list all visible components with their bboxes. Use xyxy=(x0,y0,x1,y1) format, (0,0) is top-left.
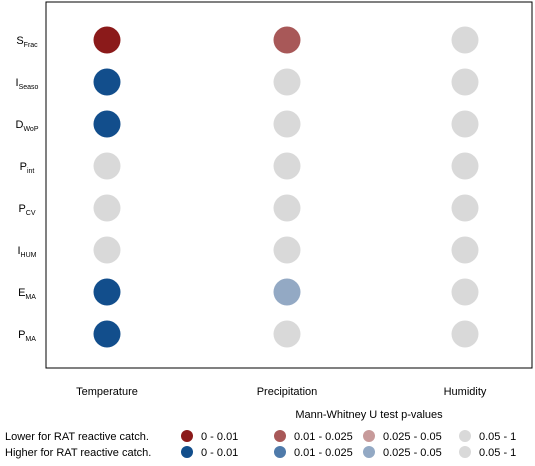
y-tick-sub: int xyxy=(27,168,34,175)
legend-item-label: 0.01 - 0.025 xyxy=(294,447,353,459)
dot-humidity-row-5 xyxy=(451,194,479,222)
y-tick-sub: MA xyxy=(25,294,36,301)
legend-item-label: 0.05 - 1 xyxy=(479,447,516,459)
legend-swatch xyxy=(181,446,193,458)
dot-temperature-row-4 xyxy=(93,152,121,180)
legend-item-label: 0.025 - 0.05 xyxy=(383,447,442,459)
y-tick-label: PMA xyxy=(18,329,36,343)
dot-humidity-row-7 xyxy=(451,278,479,306)
y-tick-label: DWoP xyxy=(16,119,39,133)
dot-temperature-row-6 xyxy=(93,236,121,264)
y-tick-main: P xyxy=(18,329,25,341)
y-tick-sub: Frac xyxy=(24,42,39,49)
dot-temperature-row-7 xyxy=(93,278,121,306)
legend-swatch xyxy=(274,430,286,442)
dot-temperature-row-2 xyxy=(93,68,121,96)
y-tick-label: SFrac xyxy=(16,35,38,49)
dot-precipitation-row-2 xyxy=(273,68,301,96)
y-tick-main: P xyxy=(18,203,25,215)
dot-humidity-row-2 xyxy=(451,68,479,96)
x-tick-label: Temperature xyxy=(76,386,138,398)
y-tick-main: P xyxy=(20,161,27,173)
legend-item-label: 0 - 0.01 xyxy=(201,447,238,459)
y-tick-label: Pint xyxy=(20,161,35,175)
dot-precipitation-row-4 xyxy=(273,152,301,180)
x-tick-label: Precipitation xyxy=(257,386,318,398)
y-tick-main: E xyxy=(18,287,25,299)
dot-temperature-row-1 xyxy=(93,26,121,54)
legend-title: Mann-Whitney U test p-values xyxy=(295,409,443,421)
legend-swatch xyxy=(363,446,375,458)
y-tick-main: S xyxy=(16,35,23,47)
dot-precipitation-row-7 xyxy=(273,278,301,306)
legend-row-label: Lower for RAT reactive catch. xyxy=(5,431,149,443)
y-tick-main: I xyxy=(17,245,20,257)
y-tick-label: IHUM xyxy=(17,245,36,259)
legend-item-label: 0 - 0.01 xyxy=(201,431,238,443)
y-tick-sub: Seaso xyxy=(19,84,39,91)
dot-precipitation-row-3 xyxy=(273,110,301,138)
y-tick-sub: CV xyxy=(26,210,36,217)
legend-swatch xyxy=(459,430,471,442)
legend-item-label: 0.05 - 1 xyxy=(479,431,516,443)
legend-swatch xyxy=(181,430,193,442)
y-tick-sub: WoP xyxy=(23,126,38,133)
plot-frame xyxy=(45,1,533,369)
dot-humidity-row-4 xyxy=(451,152,479,180)
dot-humidity-row-1 xyxy=(451,26,479,54)
x-tick-label: Humidity xyxy=(444,386,487,398)
dot-humidity-row-6 xyxy=(451,236,479,264)
dot-humidity-row-3 xyxy=(451,110,479,138)
legend-swatch xyxy=(459,446,471,458)
y-tick-label: EMA xyxy=(18,287,36,301)
y-tick-sub: MA xyxy=(25,336,36,343)
dot-temperature-row-3 xyxy=(93,110,121,138)
y-tick-label: PCV xyxy=(18,203,35,217)
legend-item-label: 0.025 - 0.05 xyxy=(383,431,442,443)
legend-swatch xyxy=(274,446,286,458)
dot-temperature-row-5 xyxy=(93,194,121,222)
dot-precipitation-row-8 xyxy=(273,320,301,348)
dot-temperature-row-8 xyxy=(93,320,121,348)
legend-row-label: Higher for RAT reactive catch. xyxy=(5,447,151,459)
dot-humidity-row-8 xyxy=(451,320,479,348)
y-tick-label: ISeaso xyxy=(16,77,39,91)
y-tick-main: D xyxy=(16,119,24,131)
dot-precipitation-row-5 xyxy=(273,194,301,222)
y-tick-main: I xyxy=(16,77,19,89)
legend-swatch xyxy=(363,430,375,442)
legend-item-label: 0.01 - 0.025 xyxy=(294,431,353,443)
y-tick-sub: HUM xyxy=(21,252,37,259)
dot-precipitation-row-1 xyxy=(273,26,301,54)
dot-precipitation-row-6 xyxy=(273,236,301,264)
